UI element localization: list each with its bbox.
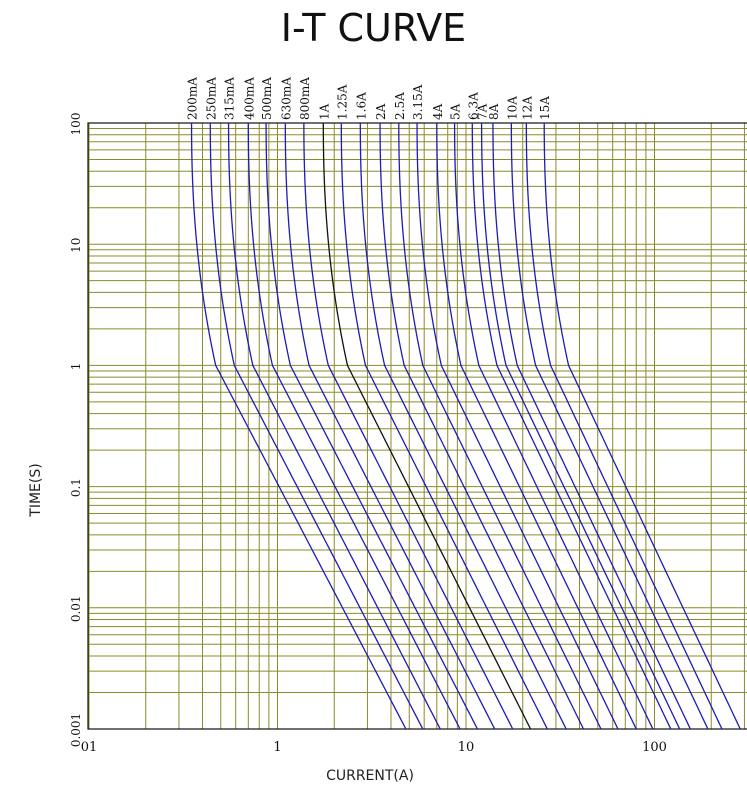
curve-315mA xyxy=(227,123,441,729)
curve-10A xyxy=(510,123,709,729)
curve-800mA xyxy=(303,123,514,729)
curve-label-1.6A: 1.6A xyxy=(354,92,368,120)
curve-label-800mA: 800mA xyxy=(298,77,312,120)
grid-group xyxy=(88,123,747,729)
curve-15A xyxy=(543,123,741,729)
curve-6.3A xyxy=(471,123,672,729)
x-tick-label: 10 xyxy=(458,740,475,755)
curve-label-400mA: 400mA xyxy=(242,77,256,120)
curve-3.15A xyxy=(416,123,619,729)
curve-2.5A xyxy=(398,123,602,729)
curve-label-5A: 5A xyxy=(449,103,463,120)
x-tick-label: 100 xyxy=(642,740,667,755)
curve-label-4A: 4A xyxy=(431,103,445,120)
y-tick-label: 0.1 xyxy=(69,478,83,497)
curve-label-8A: 8A xyxy=(487,103,501,120)
curve-label-1.25A: 1.25A xyxy=(335,84,349,120)
curve-1A xyxy=(322,123,532,729)
curve-label-500mA: 500mA xyxy=(260,77,274,120)
curve-label-12A: 12A xyxy=(520,96,534,120)
curve-1.25A xyxy=(340,123,548,729)
x-axis-title: CURRENT(A) xyxy=(326,768,414,784)
curve-label-200mA: 200mA xyxy=(186,77,200,120)
curve-label-15A: 15A xyxy=(538,96,552,120)
y-tick-label: 0.01 xyxy=(69,595,83,622)
x-tick-label: 01 xyxy=(81,740,98,755)
curve-12A xyxy=(525,123,723,729)
curve-4A xyxy=(436,123,637,729)
curve-1.6A xyxy=(359,123,567,729)
curve-label-315mA: 315mA xyxy=(223,77,237,120)
curve-630mA xyxy=(284,123,496,729)
curve-250mA xyxy=(209,123,424,729)
curve-label-3.15A: 3.15A xyxy=(411,84,425,120)
curve-7A xyxy=(480,123,681,729)
curve-label-2A: 2A xyxy=(374,103,388,120)
curve-200mA xyxy=(190,123,407,729)
y-tick-label: 100 xyxy=(69,113,83,136)
curve-label-6.3A: 6.3A xyxy=(466,92,480,120)
chart-title: I-T CURVE xyxy=(280,6,467,50)
y-tick-label: 1 xyxy=(69,363,83,371)
curve-5A xyxy=(453,123,654,729)
curve-400mA xyxy=(247,123,461,729)
y-tick-label: 0.001 xyxy=(69,713,83,747)
plot-frame xyxy=(87,122,747,730)
curve-label-1A: 1A xyxy=(317,103,331,120)
curves-group xyxy=(190,123,741,729)
curve-label-250mA: 250mA xyxy=(204,77,218,120)
curve-500mA xyxy=(265,123,479,729)
curve-label-10A: 10A xyxy=(505,96,519,120)
curve-label-2.5A: 2.5A xyxy=(393,92,407,120)
curve-label-7A: 7A xyxy=(476,103,490,120)
curve-2A xyxy=(379,123,585,729)
y-tick-label: 10 xyxy=(69,238,83,253)
curve-label-630mA: 630mA xyxy=(279,77,293,120)
curve-8A xyxy=(492,123,691,729)
x-tick-label: 1 xyxy=(273,740,281,755)
